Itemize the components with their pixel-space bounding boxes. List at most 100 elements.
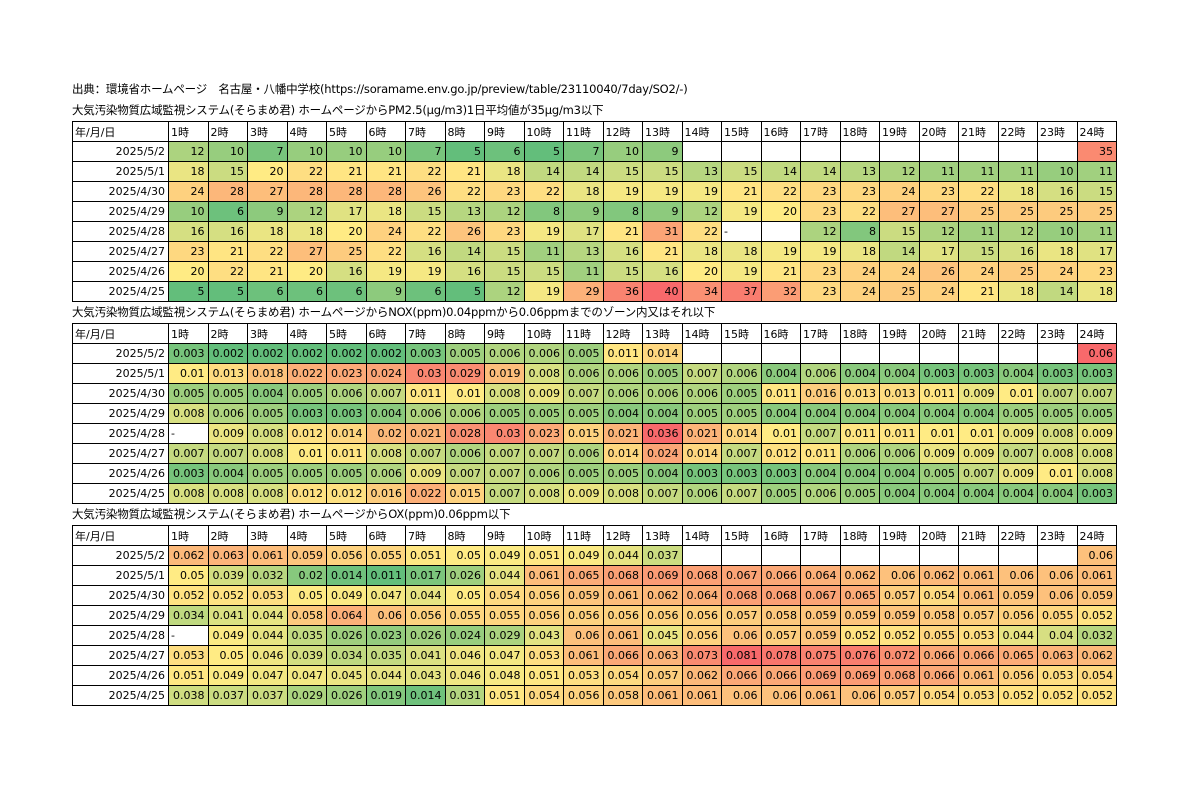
hour-header: 5時 — [326, 121, 367, 142]
date-cell: 2025/4/28 — [72, 625, 169, 646]
date-cell: 2025/4/27 — [72, 241, 169, 262]
value-cell: 0.055 — [1037, 605, 1078, 626]
hour-header: 7時 — [405, 323, 446, 344]
value-cell: 13 — [839, 161, 880, 182]
value-cell: 0.029 — [444, 363, 485, 384]
hour-header: 5時 — [326, 525, 367, 546]
value-cell: 20 — [760, 201, 801, 222]
value-cell: 0.006 — [484, 343, 525, 364]
value-cell: 19 — [602, 181, 643, 202]
value-cell: 0.029 — [484, 625, 525, 646]
value-cell: 0.009 — [1076, 423, 1117, 444]
value-cell: 0.004 — [839, 363, 880, 384]
value-cell: 15 — [523, 261, 564, 282]
hour-header: 23時 — [1037, 121, 1078, 142]
value-cell: 9 — [365, 281, 406, 302]
value-cell: 0.015 — [444, 483, 485, 504]
value-cell: 0.047 — [247, 665, 288, 686]
hour-header: 9時 — [484, 525, 525, 546]
value-cell: 0.006 — [405, 403, 446, 424]
value-cell: 0.017 — [405, 565, 446, 586]
value-cell: 6 — [207, 201, 248, 222]
value-cell: 24 — [839, 261, 880, 282]
value-cell: 0.015 — [563, 423, 604, 444]
hour-header: 7時 — [405, 121, 446, 142]
value-cell: 0.068 — [681, 565, 722, 586]
value-cell: 0.004 — [760, 363, 801, 384]
value-cell — [918, 141, 959, 162]
value-cell: 0.046 — [247, 645, 288, 666]
table-row: 2025/5/1 0.05 0.039 0.032 0.02 0.014 0.011 0.01… — [72, 565, 1117, 586]
value-cell: 0.009 — [997, 463, 1038, 484]
value-cell: 31 — [642, 221, 683, 242]
value-cell: 0.005 — [760, 483, 801, 504]
value-cell: 0.036 — [642, 423, 683, 444]
value-cell: 0.014 — [721, 423, 762, 444]
value-cell: 0.014 — [681, 443, 722, 464]
value-cell: 0.026 — [405, 625, 446, 646]
value-cell: 0.024 — [642, 443, 683, 464]
value-cell: 0.005 — [839, 483, 880, 504]
value-cell: 0.006 — [523, 463, 564, 484]
table-row: 2025/4/25 5 5 6 6 6 9 6 5 12 19 29 36 40 34 37 32 23 24 25 2… — [72, 281, 1117, 302]
value-cell: 0.032 — [247, 565, 288, 586]
header-row: 年/月/日 1時 2時 3時 4時 5時 6時 7時 8時 9時 10時 11時 12時 13時 14時 15… — [72, 323, 1117, 344]
value-cell: 0.06 — [760, 685, 801, 706]
value-cell — [958, 545, 999, 566]
date-cell: 2025/5/1 — [72, 363, 169, 384]
value-cell: 9 — [563, 201, 604, 222]
value-cell: 0.006 — [602, 383, 643, 404]
value-cell: 8 — [523, 201, 564, 222]
value-cell: 16 — [1037, 181, 1078, 202]
value-cell: 0.061 — [1076, 565, 1117, 586]
value-cell: 22 — [958, 181, 999, 202]
value-cell: 5 — [523, 141, 564, 162]
value-cell: 22 — [681, 221, 722, 242]
date-cell: 2025/4/26 — [72, 463, 169, 484]
value-cell: 0.075 — [800, 645, 841, 666]
value-cell: 0.004 — [365, 403, 406, 424]
value-cell: 0.006 — [800, 483, 841, 504]
value-cell: 0.01 — [444, 383, 485, 404]
hour-header: 8時 — [444, 121, 485, 142]
value-cell: 0.066 — [602, 645, 643, 666]
value-cell: 21 — [958, 281, 999, 302]
table-row: 2025/4/29 0.034 0.041 0.044 0.058 0.064 0.06 0.… — [72, 605, 1117, 626]
value-cell: 0.005 — [721, 403, 762, 424]
value-cell: 0.009 — [958, 383, 999, 404]
hour-header: 2時 — [207, 323, 248, 344]
value-cell — [721, 141, 762, 162]
value-cell: 0.009 — [997, 423, 1038, 444]
hour-header: 14時 — [681, 121, 722, 142]
value-cell: 12 — [800, 221, 841, 242]
value-cell: 0.028 — [444, 423, 485, 444]
value-cell: 0.007 — [484, 483, 525, 504]
value-cell: - — [168, 423, 209, 444]
value-cell: 12 — [484, 281, 525, 302]
value-cell: 0.065 — [839, 585, 880, 606]
value-cell: 18 — [681, 241, 722, 262]
value-cell: 0.058 — [918, 605, 959, 626]
value-cell: 0.01 — [997, 383, 1038, 404]
hour-header: 11時 — [563, 525, 604, 546]
value-cell — [958, 343, 999, 364]
hour-header: 11時 — [563, 323, 604, 344]
value-cell: 0.06 — [997, 565, 1038, 586]
value-cell: 0.055 — [484, 605, 525, 626]
value-cell: 0.03 — [405, 363, 446, 384]
value-cell: 0.005 — [444, 343, 485, 364]
hour-header: 21時 — [958, 323, 999, 344]
value-cell: 0.062 — [168, 545, 209, 566]
value-cell: 22 — [839, 201, 880, 222]
hour-header: 16時 — [760, 121, 801, 142]
value-cell: 16 — [207, 221, 248, 242]
value-cell: 0.022 — [405, 483, 446, 504]
value-cell: 0.003 — [1037, 363, 1078, 384]
table-row: 2025/4/27 0.007 0.007 0.008 0.01 0.011 0.008 0.… — [72, 443, 1117, 464]
value-cell: 0.047 — [484, 645, 525, 666]
value-cell: 0.066 — [918, 665, 959, 686]
value-cell — [721, 343, 762, 364]
hour-header: 13時 — [642, 323, 683, 344]
hour-header: 10時 — [523, 323, 564, 344]
value-cell: 0.01 — [918, 423, 959, 444]
